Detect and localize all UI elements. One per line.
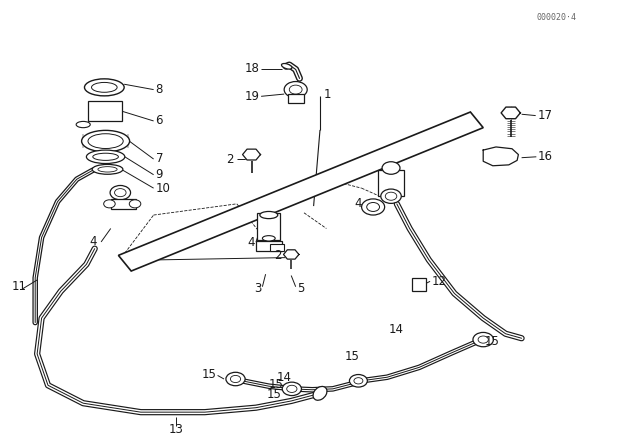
Text: 10: 10 bbox=[156, 181, 170, 195]
Polygon shape bbox=[501, 107, 520, 119]
Polygon shape bbox=[118, 112, 483, 271]
Circle shape bbox=[289, 85, 302, 94]
Circle shape bbox=[367, 202, 380, 211]
Circle shape bbox=[129, 200, 141, 208]
Text: 12: 12 bbox=[432, 275, 447, 288]
Ellipse shape bbox=[76, 121, 90, 128]
Circle shape bbox=[115, 189, 126, 197]
Circle shape bbox=[230, 375, 241, 383]
Text: 9: 9 bbox=[156, 168, 163, 181]
Text: 17: 17 bbox=[538, 109, 552, 122]
Text: 15: 15 bbox=[345, 349, 360, 363]
Text: 15: 15 bbox=[485, 335, 500, 348]
Ellipse shape bbox=[92, 164, 123, 174]
Ellipse shape bbox=[82, 130, 130, 152]
Polygon shape bbox=[483, 147, 518, 166]
Ellipse shape bbox=[93, 153, 118, 160]
Text: 13: 13 bbox=[168, 422, 184, 436]
Text: 16: 16 bbox=[538, 150, 552, 164]
Circle shape bbox=[282, 382, 301, 396]
Circle shape bbox=[110, 185, 131, 200]
Ellipse shape bbox=[313, 387, 327, 400]
Bar bbox=[412, 278, 426, 291]
Ellipse shape bbox=[98, 167, 117, 172]
Circle shape bbox=[385, 192, 397, 200]
Bar bbox=[378, 170, 404, 196]
Circle shape bbox=[381, 189, 401, 203]
Text: 000020·4: 000020·4 bbox=[537, 13, 577, 22]
Text: 2: 2 bbox=[226, 152, 234, 166]
Text: 15: 15 bbox=[269, 378, 284, 391]
Ellipse shape bbox=[88, 134, 124, 149]
Text: 18: 18 bbox=[244, 62, 259, 75]
Text: 4: 4 bbox=[354, 197, 362, 211]
Text: 14: 14 bbox=[276, 370, 291, 384]
Text: 2: 2 bbox=[274, 249, 282, 262]
Circle shape bbox=[478, 336, 488, 343]
Bar bbox=[257, 213, 280, 240]
Polygon shape bbox=[243, 149, 260, 160]
Text: 1: 1 bbox=[323, 87, 331, 101]
Ellipse shape bbox=[262, 236, 275, 241]
Text: 15: 15 bbox=[267, 388, 282, 401]
Text: 19: 19 bbox=[244, 90, 259, 103]
Ellipse shape bbox=[92, 82, 117, 92]
Text: 11: 11 bbox=[12, 280, 26, 293]
Ellipse shape bbox=[260, 211, 278, 219]
Text: 6: 6 bbox=[156, 113, 163, 127]
Text: 4: 4 bbox=[90, 235, 97, 249]
Bar bbox=[256, 241, 282, 251]
Text: 4: 4 bbox=[247, 236, 255, 250]
Text: 15: 15 bbox=[202, 368, 216, 381]
Bar bbox=[111, 199, 136, 209]
Circle shape bbox=[226, 372, 245, 386]
Bar bbox=[270, 244, 284, 251]
Text: 7: 7 bbox=[156, 151, 163, 165]
Text: 8: 8 bbox=[156, 83, 163, 96]
Ellipse shape bbox=[86, 150, 125, 164]
Text: 5: 5 bbox=[297, 282, 305, 296]
Circle shape bbox=[104, 200, 115, 208]
Circle shape bbox=[287, 385, 297, 392]
Polygon shape bbox=[284, 250, 299, 259]
Bar bbox=[288, 94, 304, 103]
Circle shape bbox=[284, 82, 307, 98]
Ellipse shape bbox=[84, 79, 124, 96]
Circle shape bbox=[473, 332, 493, 347]
Circle shape bbox=[362, 199, 385, 215]
Circle shape bbox=[354, 378, 363, 384]
Circle shape bbox=[349, 375, 367, 387]
Circle shape bbox=[382, 162, 400, 174]
Text: 3: 3 bbox=[253, 282, 261, 296]
Text: 14: 14 bbox=[389, 323, 404, 336]
Bar bbox=[88, 101, 122, 121]
Ellipse shape bbox=[282, 64, 292, 69]
